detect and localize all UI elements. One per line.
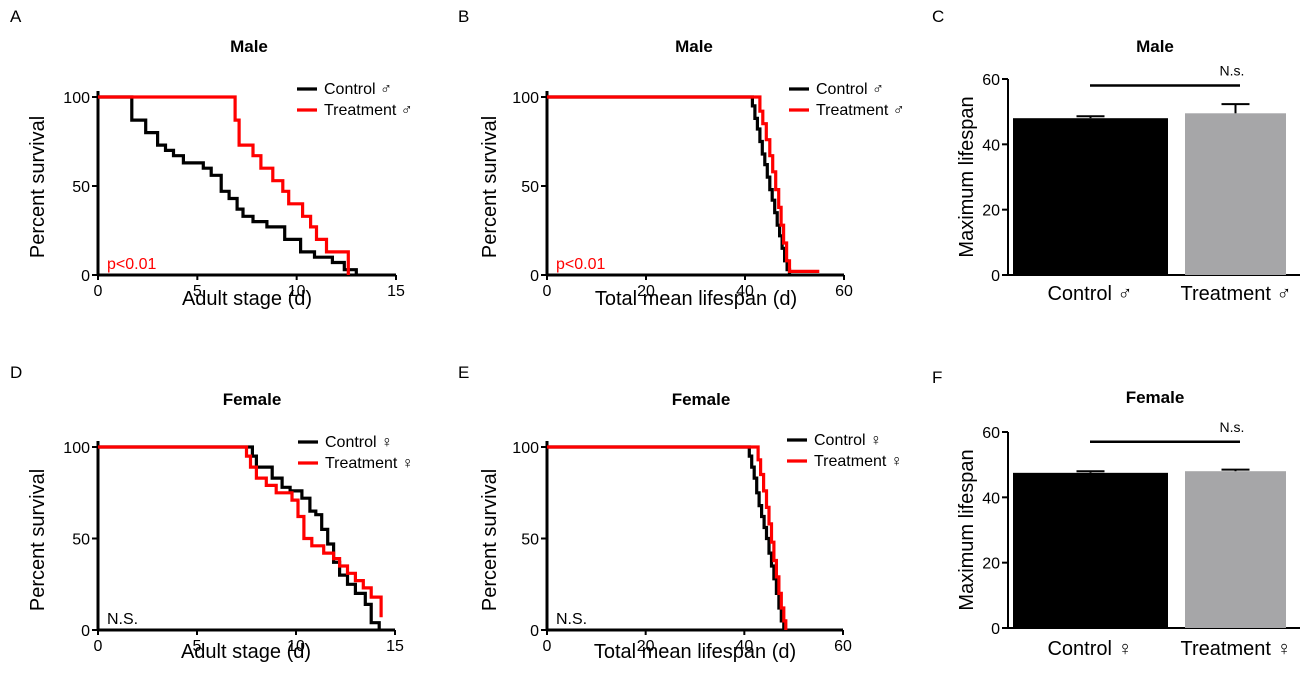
y-tick-label: 0 bbox=[991, 621, 1000, 638]
category-label: Control ♀ bbox=[1047, 638, 1132, 660]
x-tick-label: 15 bbox=[387, 283, 405, 300]
bar-treatment bbox=[1185, 471, 1286, 628]
survival-curve-control bbox=[547, 445, 786, 630]
significance-annotation: N.S. bbox=[556, 611, 587, 628]
y-tick-label: 50 bbox=[521, 179, 539, 196]
survival-curve-control bbox=[547, 95, 792, 275]
y-tick-label: 100 bbox=[512, 90, 539, 107]
y-axis-label: Percent survival bbox=[27, 116, 49, 258]
y-tick-label: 20 bbox=[982, 203, 1000, 220]
panel-e: E Female 0 20 40 60 0 50 100 Total mean lifespan … bbox=[458, 363, 903, 663]
panel-letter: B bbox=[458, 7, 469, 26]
panel-letter: A bbox=[10, 7, 22, 26]
chart-title: Female bbox=[1126, 388, 1185, 407]
survival-curve-control bbox=[98, 95, 358, 275]
significance-annotation: p<0.01 bbox=[107, 256, 156, 273]
category-label: Treatment ♂ bbox=[1181, 283, 1292, 305]
legend-label: Control ♂ bbox=[324, 81, 392, 98]
y-tick-label: 50 bbox=[72, 179, 90, 196]
legend-label: Treatment ♀ bbox=[814, 453, 903, 470]
y-tick-label: 0 bbox=[530, 268, 539, 285]
y-axis-label: Maximum lifespan bbox=[956, 449, 978, 610]
y-tick-label: 40 bbox=[982, 490, 1000, 507]
x-tick-label: 5 bbox=[193, 283, 202, 300]
panel-letter: E bbox=[458, 363, 469, 382]
y-tick-label: 0 bbox=[81, 623, 90, 640]
y-tick-label: 100 bbox=[63, 90, 90, 107]
y-tick-label: 0 bbox=[991, 268, 1000, 285]
chart-title: Male bbox=[1136, 37, 1174, 56]
y-axis-label: Percent survival bbox=[479, 469, 501, 611]
panel-letter: C bbox=[932, 7, 944, 26]
y-tick-label: 100 bbox=[512, 440, 539, 457]
x-tick-label: 60 bbox=[834, 638, 852, 655]
x-tick-label: 10 bbox=[287, 638, 305, 655]
legend-label: Treatment ♂ bbox=[324, 102, 413, 119]
panel-b: B Male 0 20 40 60 0 50 100 Total mean lifespan (d… bbox=[458, 7, 905, 310]
panel-d: D Female 0 5 10 15 0 50 100 Adult stage (d) Percen… bbox=[10, 363, 414, 663]
y-tick-label: 40 bbox=[982, 137, 1000, 154]
x-tick-label: 20 bbox=[637, 638, 655, 655]
bar-control bbox=[1013, 472, 1168, 628]
legend-label: Control ♀ bbox=[814, 432, 882, 449]
survival-curve-treatment bbox=[547, 445, 788, 630]
y-tick-label: 50 bbox=[72, 532, 90, 549]
x-tick-label: 20 bbox=[637, 283, 655, 300]
bar-treatment bbox=[1185, 113, 1286, 275]
panel-letter: D bbox=[10, 363, 22, 382]
x-axis-label: Adult stage (d) bbox=[182, 288, 312, 310]
chart-title: Male bbox=[230, 37, 268, 56]
chart-title: Female bbox=[223, 390, 282, 409]
x-axis-label: Adult stage (d) bbox=[181, 641, 311, 663]
survival-curve-treatment bbox=[98, 95, 350, 275]
y-tick-label: 0 bbox=[81, 268, 90, 285]
x-tick-label: 40 bbox=[736, 283, 754, 300]
legend-label: Control ♂ bbox=[816, 81, 884, 98]
significance-annotation: N.s. bbox=[1220, 419, 1245, 435]
x-tick-label: 0 bbox=[543, 283, 552, 300]
x-tick-label: 0 bbox=[94, 638, 103, 655]
x-tick-label: 10 bbox=[288, 283, 306, 300]
category-label: Treatment ♀ bbox=[1181, 638, 1292, 660]
y-axis-label: Percent survival bbox=[27, 469, 49, 611]
x-tick-label: 5 bbox=[193, 638, 202, 655]
significance-annotation: N.s. bbox=[1220, 63, 1245, 79]
x-tick-label: 60 bbox=[835, 283, 853, 300]
x-axis-label: Total mean lifespan (d) bbox=[594, 641, 796, 663]
y-tick-label: 60 bbox=[982, 72, 1000, 89]
chart-title: Male bbox=[675, 37, 713, 56]
x-axis-label: Total mean lifespan (d) bbox=[595, 288, 797, 310]
y-tick-label: 0 bbox=[530, 623, 539, 640]
survival-curve-control bbox=[98, 445, 381, 630]
legend-label: Treatment ♂ bbox=[816, 102, 905, 119]
survival-curve-treatment bbox=[547, 95, 820, 273]
y-tick-label: 20 bbox=[982, 556, 1000, 573]
y-axis-label: Percent survival bbox=[479, 116, 501, 258]
panel-a: A Male 0 5 10 15 0 50 100 Adult stage (d) Percent … bbox=[10, 7, 413, 310]
panel-letter: F bbox=[932, 368, 942, 387]
category-label: Control ♂ bbox=[1047, 283, 1132, 305]
x-tick-label: 0 bbox=[543, 638, 552, 655]
y-tick-label: 60 bbox=[982, 425, 1000, 442]
chart-title: Female bbox=[672, 390, 731, 409]
x-tick-label: 0 bbox=[94, 283, 103, 300]
x-tick-label: 15 bbox=[386, 638, 404, 655]
bar-control bbox=[1013, 118, 1168, 275]
x-tick-label: 40 bbox=[735, 638, 753, 655]
significance-annotation: N.S. bbox=[107, 611, 138, 628]
survival-curve-treatment bbox=[98, 445, 383, 618]
y-axis-label: Maximum lifespan bbox=[956, 96, 978, 257]
legend-label: Control ♀ bbox=[325, 434, 393, 451]
y-tick-label: 100 bbox=[63, 440, 90, 457]
y-tick-label: 50 bbox=[521, 532, 539, 549]
significance-annotation: p<0.01 bbox=[556, 256, 605, 273]
legend-label: Treatment ♀ bbox=[325, 455, 414, 472]
